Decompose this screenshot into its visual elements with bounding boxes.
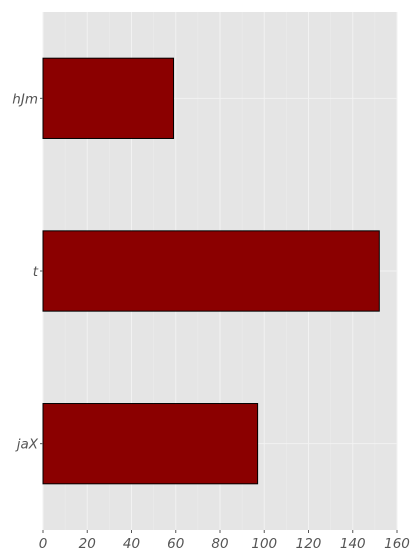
x-tick-label: 20 [79,536,96,552]
x-tick-label: 0 [39,536,48,552]
y-axis-ticks: hJm t jaX [12,91,43,453]
x-axis-ticks: 0 20 40 60 80 100 120 140 160 [39,530,410,552]
x-tick-label: 100 [251,536,277,552]
x-tick-label: 160 [384,536,410,552]
bar-t [42,230,380,312]
y-tick-label: t [33,264,39,280]
bar-jaX [42,403,259,485]
x-tick-label: 60 [167,536,184,552]
bar-hJm [42,57,175,139]
bars [42,57,380,485]
y-tick-label: jaX [15,437,39,453]
x-tick-label: 80 [211,536,228,552]
x-tick-label: 120 [296,536,322,552]
x-tick-label: 40 [123,536,140,552]
y-tick-label: hJm [12,91,38,107]
x-tick-label: 140 [340,536,366,552]
